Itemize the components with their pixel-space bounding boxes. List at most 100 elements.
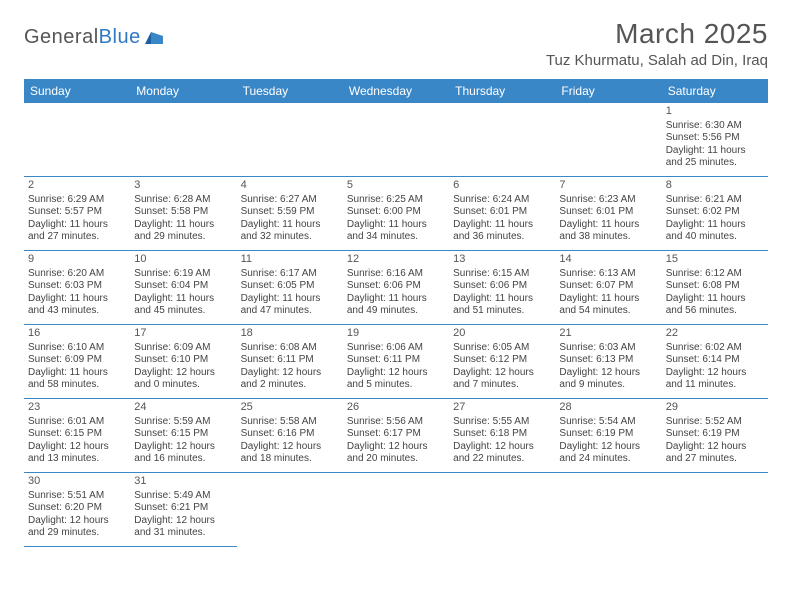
sunset-text: Sunset: 6:09 PM <box>28 354 126 367</box>
day-cell: 4Sunrise: 6:27 AMSunset: 5:59 PMDaylight… <box>237 177 343 251</box>
weekday-label: Thursday <box>449 79 555 103</box>
calendar-grid: SundayMondayTuesdayWednesdayThursdayFrid… <box>24 79 768 547</box>
daylight-text: Daylight: 11 hours and 25 minutes. <box>666 145 764 170</box>
day-number: 8 <box>666 179 764 193</box>
day-cell: 8Sunrise: 6:21 AMSunset: 6:02 PMDaylight… <box>662 177 768 251</box>
sunset-text: Sunset: 6:07 PM <box>559 280 657 293</box>
sunset-text: Sunset: 6:06 PM <box>347 280 445 293</box>
header: GeneralBlue March 2025 Tuz Khurmatu, Sal… <box>24 18 768 69</box>
day-cell: 15Sunrise: 6:12 AMSunset: 6:08 PMDayligh… <box>662 251 768 325</box>
sunset-text: Sunset: 5:57 PM <box>28 206 126 219</box>
day-cell: 3Sunrise: 6:28 AMSunset: 5:58 PMDaylight… <box>130 177 236 251</box>
sunset-text: Sunset: 6:21 PM <box>134 502 232 515</box>
day-cell: 28Sunrise: 5:54 AMSunset: 6:19 PMDayligh… <box>555 399 661 473</box>
day-cell: 6Sunrise: 6:24 AMSunset: 6:01 PMDaylight… <box>449 177 555 251</box>
day-number: 22 <box>666 327 764 341</box>
daylight-text: Daylight: 12 hours and 0 minutes. <box>134 367 232 392</box>
sunset-text: Sunset: 6:16 PM <box>241 428 339 441</box>
brand-name-a: General <box>24 26 99 48</box>
daylight-text: Daylight: 11 hours and 36 minutes. <box>453 219 551 244</box>
sunrise-text: Sunrise: 5:56 AM <box>347 416 445 429</box>
daylight-text: Daylight: 12 hours and 5 minutes. <box>347 367 445 392</box>
sunset-text: Sunset: 6:12 PM <box>453 354 551 367</box>
day-number: 23 <box>28 401 126 415</box>
day-cell: 25Sunrise: 5:58 AMSunset: 6:16 PMDayligh… <box>237 399 343 473</box>
daylight-text: Daylight: 11 hours and 29 minutes. <box>134 219 232 244</box>
daylight-text: Daylight: 11 hours and 47 minutes. <box>241 293 339 318</box>
day-number: 5 <box>347 179 445 193</box>
sunset-text: Sunset: 6:05 PM <box>241 280 339 293</box>
day-number: 1 <box>666 105 764 119</box>
day-cell: 24Sunrise: 5:59 AMSunset: 6:15 PMDayligh… <box>130 399 236 473</box>
day-number: 14 <box>559 253 657 267</box>
sunrise-text: Sunrise: 6:27 AM <box>241 194 339 207</box>
day-cell: 29Sunrise: 5:52 AMSunset: 6:19 PMDayligh… <box>662 399 768 473</box>
daylight-text: Daylight: 11 hours and 51 minutes. <box>453 293 551 318</box>
day-cell: 10Sunrise: 6:19 AMSunset: 6:04 PMDayligh… <box>130 251 236 325</box>
sunset-text: Sunset: 6:19 PM <box>666 428 764 441</box>
daylight-text: Daylight: 12 hours and 13 minutes. <box>28 441 126 466</box>
sunset-text: Sunset: 6:15 PM <box>134 428 232 441</box>
sunset-text: Sunset: 6:18 PM <box>453 428 551 441</box>
sunset-text: Sunset: 6:11 PM <box>347 354 445 367</box>
day-cell: 31Sunrise: 5:49 AMSunset: 6:21 PMDayligh… <box>130 473 236 547</box>
sunset-text: Sunset: 5:56 PM <box>666 132 764 145</box>
sunset-text: Sunset: 6:15 PM <box>28 428 126 441</box>
calendar-page: GeneralBlue March 2025 Tuz Khurmatu, Sal… <box>0 0 792 547</box>
sunset-text: Sunset: 6:00 PM <box>347 206 445 219</box>
day-number: 9 <box>28 253 126 267</box>
day-number: 2 <box>28 179 126 193</box>
day-cell: 7Sunrise: 6:23 AMSunset: 6:01 PMDaylight… <box>555 177 661 251</box>
sunset-text: Sunset: 6:20 PM <box>28 502 126 515</box>
day-cell: 1Sunrise: 6:30 AMSunset: 5:56 PMDaylight… <box>662 103 768 177</box>
day-number: 30 <box>28 475 126 489</box>
sunset-text: Sunset: 6:10 PM <box>134 354 232 367</box>
sunset-text: Sunset: 5:58 PM <box>134 206 232 219</box>
title-block: March 2025 Tuz Khurmatu, Salah ad Din, I… <box>546 18 768 69</box>
day-cell: 30Sunrise: 5:51 AMSunset: 6:20 PMDayligh… <box>24 473 130 547</box>
day-cell <box>449 473 555 547</box>
day-cell: 12Sunrise: 6:16 AMSunset: 6:06 PMDayligh… <box>343 251 449 325</box>
sunset-text: Sunset: 6:11 PM <box>241 354 339 367</box>
daylight-text: Daylight: 11 hours and 58 minutes. <box>28 367 126 392</box>
day-cell <box>449 103 555 177</box>
day-cell: 11Sunrise: 6:17 AMSunset: 6:05 PMDayligh… <box>237 251 343 325</box>
day-number: 28 <box>559 401 657 415</box>
sunrise-text: Sunrise: 6:10 AM <box>28 342 126 355</box>
day-cell <box>237 103 343 177</box>
day-number: 15 <box>666 253 764 267</box>
daylight-text: Daylight: 12 hours and 2 minutes. <box>241 367 339 392</box>
daylight-text: Daylight: 11 hours and 32 minutes. <box>241 219 339 244</box>
day-number: 11 <box>241 253 339 267</box>
sunrise-text: Sunrise: 6:25 AM <box>347 194 445 207</box>
daylight-text: Daylight: 12 hours and 7 minutes. <box>453 367 551 392</box>
weekday-header: SundayMondayTuesdayWednesdayThursdayFrid… <box>24 79 768 103</box>
day-number: 12 <box>347 253 445 267</box>
sunrise-text: Sunrise: 5:51 AM <box>28 490 126 503</box>
daylight-text: Daylight: 12 hours and 29 minutes. <box>28 515 126 540</box>
sunset-text: Sunset: 6:03 PM <box>28 280 126 293</box>
daylight-text: Daylight: 11 hours and 56 minutes. <box>666 293 764 318</box>
sunset-text: Sunset: 6:17 PM <box>347 428 445 441</box>
day-cell <box>237 473 343 547</box>
day-cell: 16Sunrise: 6:10 AMSunset: 6:09 PMDayligh… <box>24 325 130 399</box>
day-cell <box>343 473 449 547</box>
daylight-text: Daylight: 12 hours and 16 minutes. <box>134 441 232 466</box>
sunset-text: Sunset: 6:02 PM <box>666 206 764 219</box>
day-cell <box>555 473 661 547</box>
month-title: March 2025 <box>546 18 768 50</box>
day-number: 18 <box>241 327 339 341</box>
sunrise-text: Sunrise: 6:21 AM <box>666 194 764 207</box>
day-number: 10 <box>134 253 232 267</box>
weekday-label: Tuesday <box>237 79 343 103</box>
sunrise-text: Sunrise: 5:55 AM <box>453 416 551 429</box>
daylight-text: Daylight: 11 hours and 38 minutes. <box>559 219 657 244</box>
day-cell: 14Sunrise: 6:13 AMSunset: 6:07 PMDayligh… <box>555 251 661 325</box>
sunrise-text: Sunrise: 6:17 AM <box>241 268 339 281</box>
day-number: 19 <box>347 327 445 341</box>
day-cell: 18Sunrise: 6:08 AMSunset: 6:11 PMDayligh… <box>237 325 343 399</box>
day-cell: 13Sunrise: 6:15 AMSunset: 6:06 PMDayligh… <box>449 251 555 325</box>
day-number: 26 <box>347 401 445 415</box>
brand-name-b: Blue <box>99 26 141 48</box>
sunset-text: Sunset: 6:01 PM <box>559 206 657 219</box>
